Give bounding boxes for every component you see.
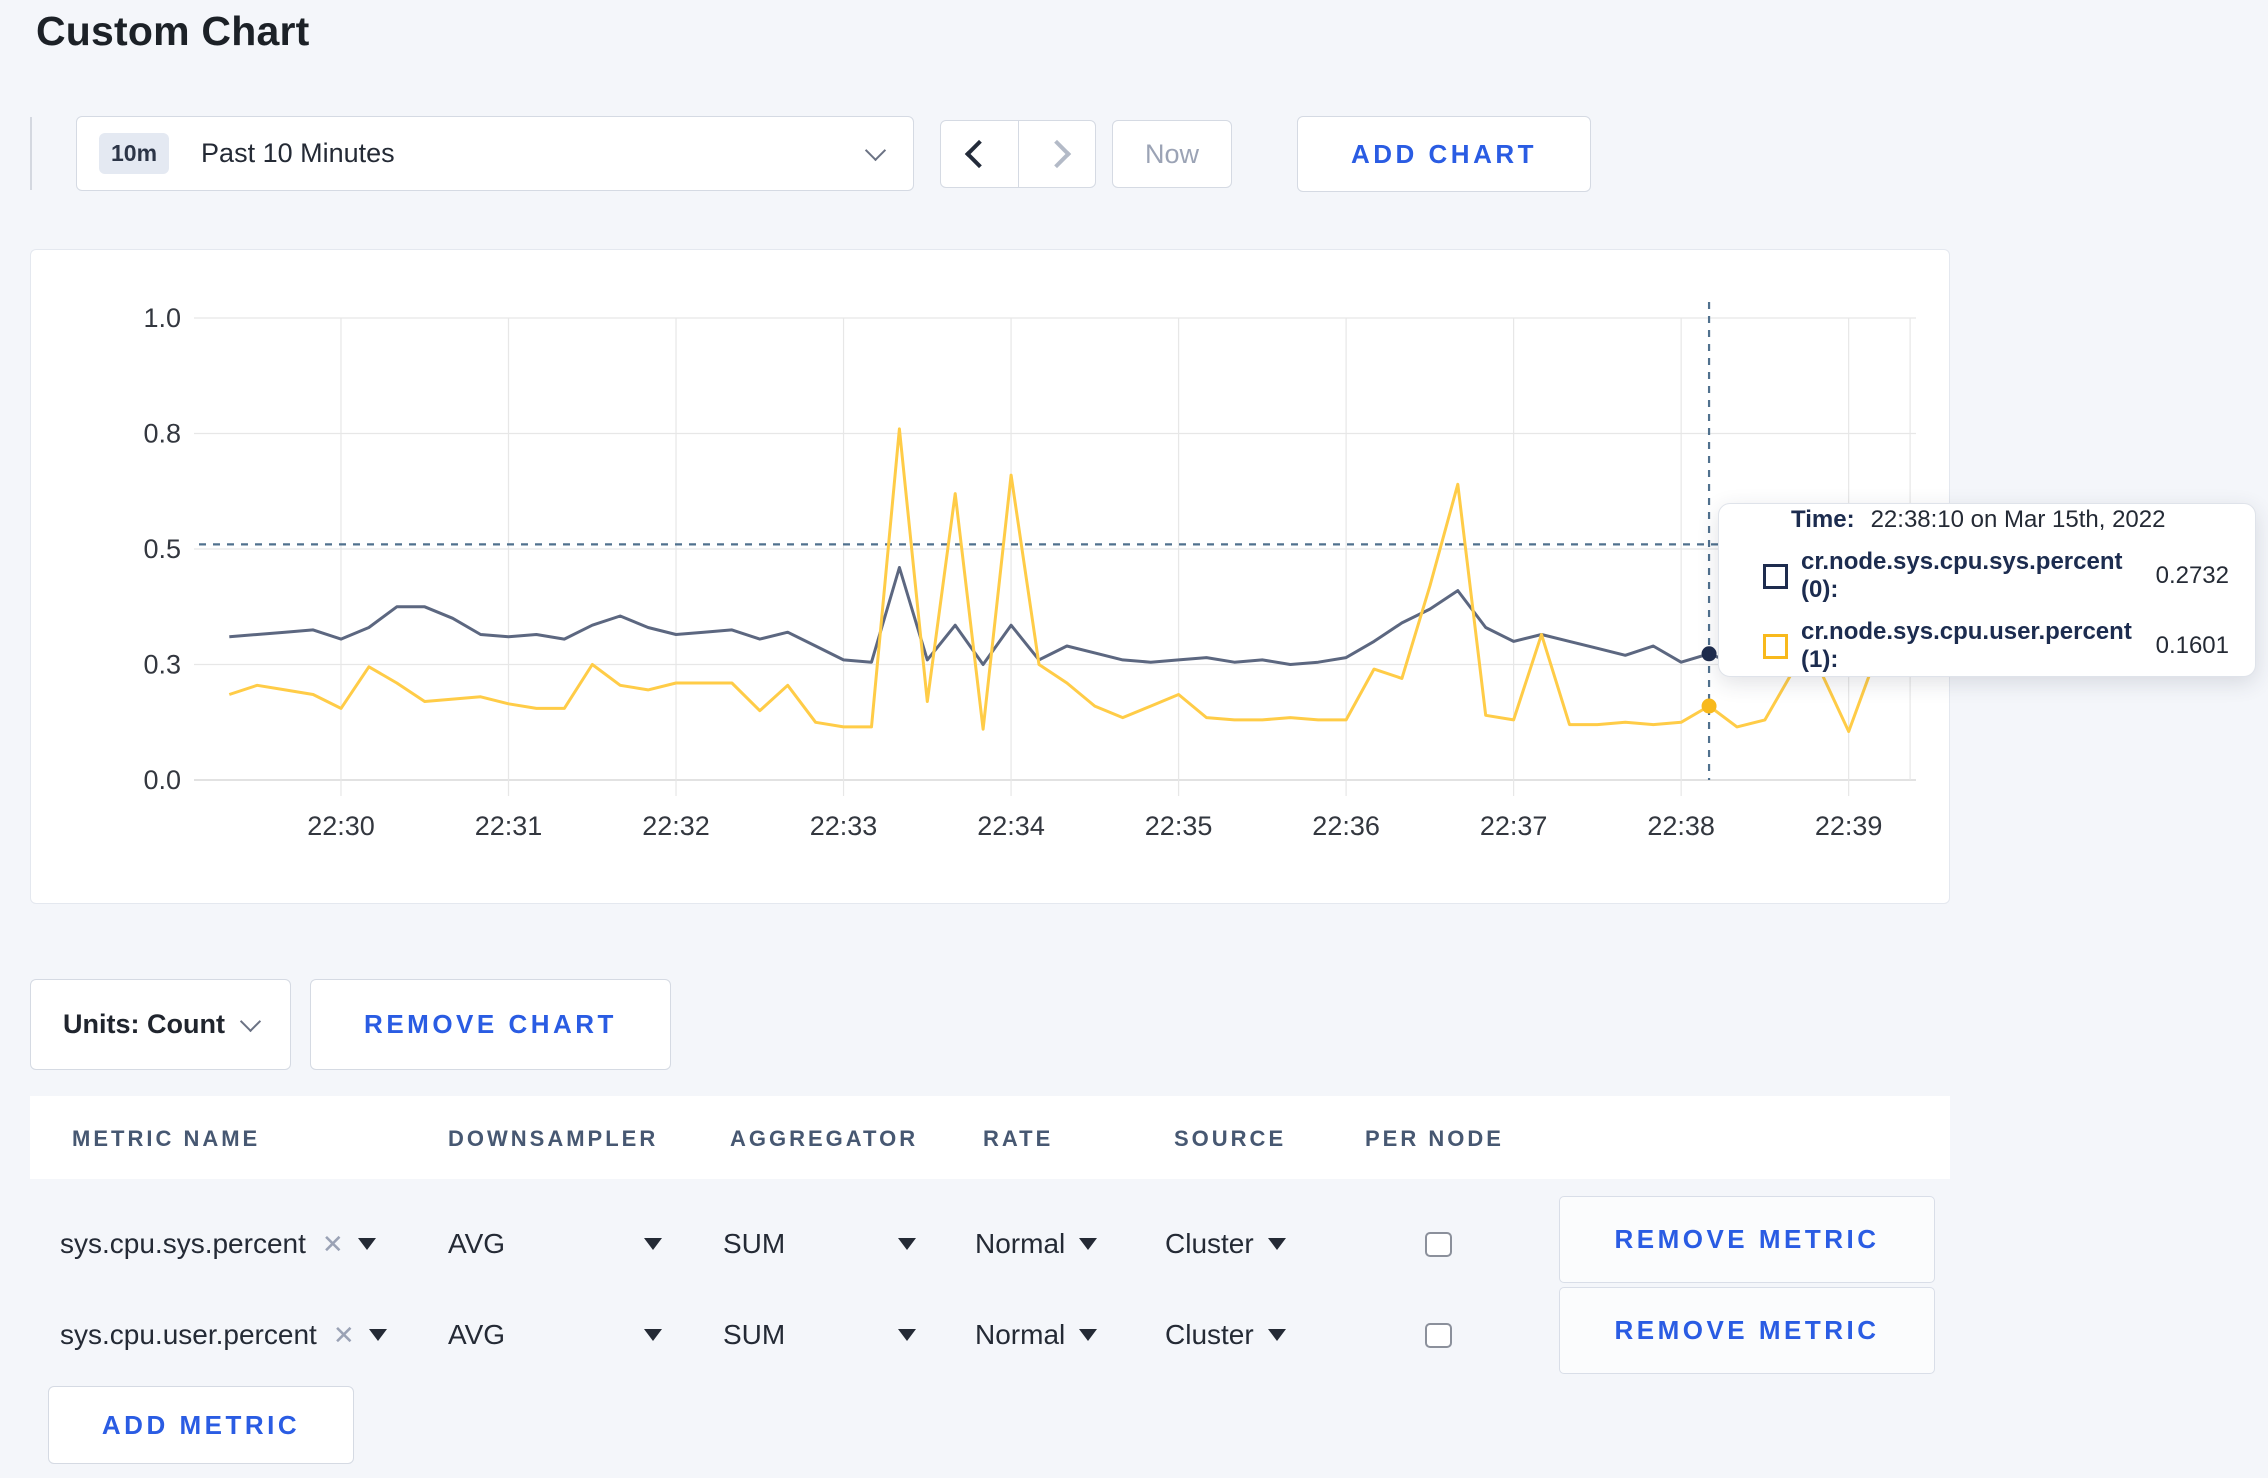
- caret-down-icon: [1267, 1329, 1286, 1341]
- time-range-select[interactable]: 10m Past 10 Minutes: [76, 116, 914, 191]
- header-source: SOURCE: [1174, 1126, 1287, 1151]
- source-select[interactable]: Cluster: [1165, 1196, 1286, 1292]
- per-node-checkbox[interactable]: [1425, 1231, 1452, 1257]
- page-title: Custom Chart: [36, 8, 310, 54]
- x-axis-tick-label: 22:35: [1145, 811, 1213, 841]
- y-axis-tick-label: 0.8: [143, 419, 181, 449]
- y-axis-tick-label: 0.3: [143, 650, 181, 680]
- caret-down-icon: [1079, 1329, 1098, 1341]
- per-node-cell: [1425, 1196, 1452, 1292]
- tooltip-series-value: 0.2732: [2155, 562, 2229, 589]
- header-aggregator: AGGREGATOR: [730, 1126, 919, 1151]
- tooltip-time-row: Time: 22:38:10 on Mar 15th, 2022: [1763, 506, 2229, 534]
- source-select[interactable]: Cluster: [1165, 1287, 1286, 1383]
- now-button[interactable]: Now: [1112, 120, 1232, 188]
- add-chart-button[interactable]: ADD CHART: [1297, 116, 1591, 192]
- metric-name-select[interactable]: sys.cpu.user.percent ✕: [60, 1287, 387, 1383]
- downsampler-select[interactable]: AVG: [448, 1287, 662, 1383]
- chevron-left-icon: [965, 139, 994, 169]
- caret-down-icon: [898, 1329, 916, 1341]
- tooltip-series-row: cr.node.sys.cpu.user.percent (1): 0.1601: [1763, 618, 2229, 674]
- time-next-button[interactable]: [1019, 121, 1096, 187]
- aggregator-select[interactable]: SUM: [723, 1196, 916, 1292]
- units-select[interactable]: Units: Count: [30, 979, 291, 1070]
- header-metric-name: METRIC NAME: [72, 1126, 261, 1151]
- metric-name-label: sys.cpu.user.percent: [60, 1319, 317, 1350]
- tooltip-series-row: cr.node.sys.cpu.sys.percent (0): 0.2732: [1763, 548, 2229, 604]
- chevron-right-icon: [1042, 139, 1071, 169]
- x-axis-tick-label: 22:36: [1312, 811, 1380, 841]
- x-axis-tick-label: 22:37: [1480, 811, 1548, 841]
- clear-metric-x-icon[interactable]: ✕: [321, 1228, 344, 1259]
- line-chart[interactable]: 0.0 0.3 0.5 0.8 1.0 22:30 22:31 22:32 22:33 22:34…: [31, 250, 1948, 902]
- time-nav-group: [940, 120, 1096, 188]
- tooltip-series-label: cr.node.sys.cpu.sys.percent (0):: [1801, 548, 2123, 603]
- aggregator-select[interactable]: SUM: [723, 1287, 916, 1383]
- caret-down-icon: [644, 1329, 662, 1341]
- metric-name-label: sys.cpu.sys.percent: [60, 1228, 306, 1259]
- x-axis-tick-label: 22:30: [307, 811, 375, 841]
- rate-select[interactable]: Normal: [975, 1196, 1098, 1292]
- clear-metric-x-icon[interactable]: ✕: [332, 1319, 355, 1350]
- remove-metric-button[interactable]: REMOVE METRIC: [1559, 1287, 1935, 1374]
- toolbar-divider: [30, 117, 32, 190]
- caret-down-icon: [644, 1238, 662, 1250]
- remove-metric-button[interactable]: REMOVE METRIC: [1559, 1196, 1935, 1283]
- x-axis-tick-label: 22:34: [977, 811, 1045, 841]
- header-per-node: PER NODE: [1365, 1126, 1504, 1151]
- series-sys-swatch-icon: [1763, 563, 1788, 589]
- time-prev-button[interactable]: [941, 121, 1019, 187]
- x-axis-tick-label: 22:32: [642, 811, 710, 841]
- header-rate: RATE: [983, 1126, 1054, 1151]
- caret-down-icon: [1267, 1238, 1286, 1250]
- y-axis-tick-label: 0.0: [143, 765, 181, 795]
- per-node-cell: [1425, 1287, 1452, 1383]
- x-axis-tick-label: 22:31: [475, 811, 543, 841]
- x-axis-tick-label: 22:33: [810, 811, 878, 841]
- y-axis-tick-label: 0.5: [143, 534, 181, 564]
- downsampler-select[interactable]: AVG: [448, 1196, 662, 1292]
- remove-chart-button[interactable]: REMOVE CHART: [310, 979, 671, 1070]
- time-range-badge: 10m: [99, 133, 170, 174]
- series-line-cr.node.sys.cpu.sys.percent: [229, 566, 1877, 666]
- tooltip-time-label: Time:: [1791, 506, 1855, 533]
- header-downsampler: DOWNSAMPLER: [448, 1126, 659, 1151]
- x-axis-tick-label: 22:39: [1815, 811, 1883, 841]
- tooltip-series-label: cr.node.sys.cpu.user.percent (1):: [1801, 618, 2132, 673]
- metrics-table-header: METRIC NAME DOWNSAMPLER AGGREGATOR RATE …: [30, 1096, 1950, 1179]
- metric-name-select[interactable]: sys.cpu.sys.percent ✕: [60, 1196, 376, 1292]
- chart-tooltip: Time: 22:38:10 on Mar 15th, 2022 cr.node…: [1718, 503, 2256, 677]
- rate-select[interactable]: Normal: [975, 1287, 1098, 1383]
- units-label: Units: Count: [63, 1009, 225, 1039]
- per-node-checkbox[interactable]: [1425, 1322, 1452, 1348]
- chevron-down-icon: [864, 139, 887, 162]
- metric-row: sys.cpu.user.percent ✕ AVG SUM Normal Cl…: [30, 1287, 1950, 1383]
- caret-down-icon: [1079, 1238, 1098, 1250]
- series-user-swatch-icon: [1763, 633, 1788, 659]
- y-axis-tick-label: 1.0: [143, 303, 181, 333]
- chart-card: 0.0 0.3 0.5 0.8 1.0 22:30 22:31 22:32 22:33 22:34…: [30, 249, 1950, 904]
- caret-down-icon: [357, 1238, 376, 1250]
- time-range-label: Past 10 Minutes: [201, 138, 395, 168]
- add-metric-button[interactable]: ADD METRIC: [48, 1386, 354, 1464]
- tooltip-time-value: 22:38:10 on Mar 15th, 2022: [1870, 506, 2166, 533]
- metric-row: sys.cpu.sys.percent ✕ AVG SUM Normal Clu…: [30, 1196, 1950, 1292]
- chevron-down-icon: [239, 1010, 262, 1033]
- caret-down-icon: [368, 1329, 387, 1341]
- x-axis-tick-label: 22:38: [1647, 811, 1715, 841]
- caret-down-icon: [898, 1238, 916, 1250]
- series-line-cr.node.sys.cpu.user.percent: [228, 427, 1879, 733]
- tooltip-series-value: 0.1601: [2155, 632, 2229, 659]
